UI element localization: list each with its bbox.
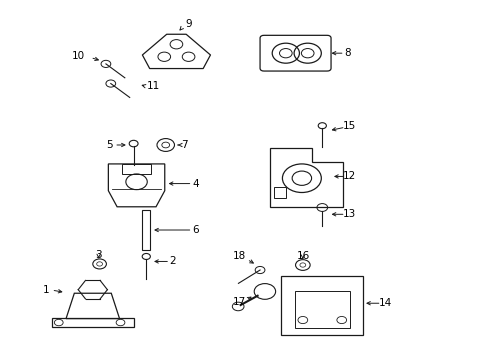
Text: 12: 12 [342, 171, 355, 181]
Text: 18: 18 [233, 251, 246, 261]
Text: 6: 6 [192, 225, 199, 235]
Text: 8: 8 [344, 48, 350, 58]
Text: 16: 16 [297, 251, 310, 261]
Text: 3: 3 [95, 250, 102, 260]
Text: 15: 15 [342, 121, 355, 131]
Text: 1: 1 [43, 285, 49, 295]
Text: 4: 4 [192, 179, 199, 189]
Text: 11: 11 [147, 81, 160, 91]
Text: 14: 14 [378, 298, 391, 308]
Text: 7: 7 [181, 140, 187, 150]
Text: 9: 9 [185, 19, 191, 29]
Text: 13: 13 [342, 209, 355, 219]
Text: 2: 2 [169, 256, 176, 266]
Text: 17: 17 [233, 297, 246, 307]
Text: 5: 5 [106, 140, 112, 150]
Text: 10: 10 [72, 51, 84, 61]
